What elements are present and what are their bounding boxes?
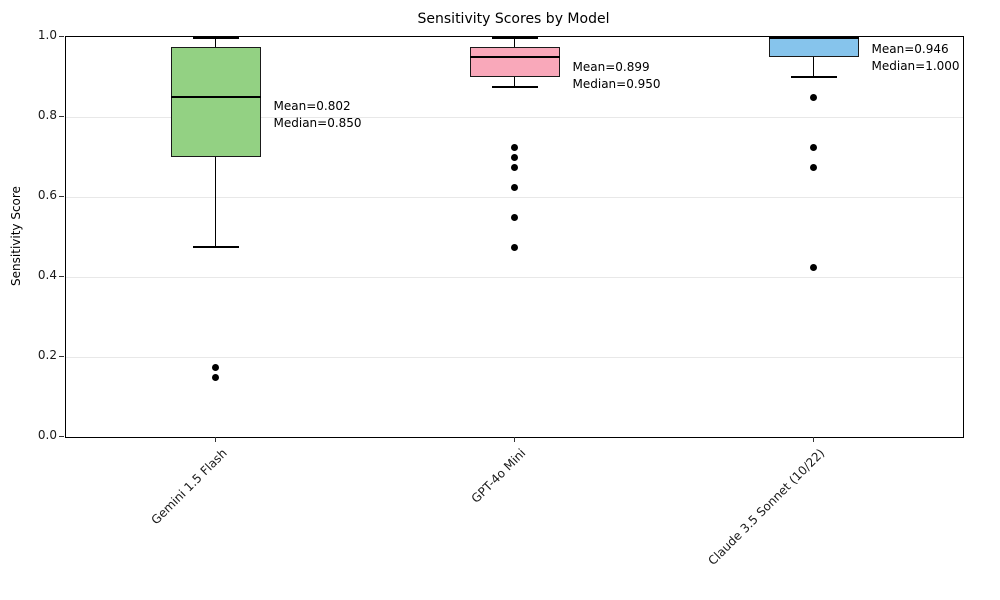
y-tick-label: 0.8 xyxy=(37,108,57,122)
y-axis-label: Sensitivity Score xyxy=(9,186,23,286)
outlier-point xyxy=(511,163,518,171)
outlier-point xyxy=(511,183,518,191)
plot-area xyxy=(65,36,964,438)
whisker-cap-lower xyxy=(192,246,239,248)
y-tick-mark xyxy=(59,355,64,357)
outlier-point xyxy=(810,163,817,171)
annotation-line: Mean=0.946 xyxy=(871,41,949,56)
whisker-upper xyxy=(513,37,516,47)
annotation-line: Mean=0.802 xyxy=(273,99,351,114)
whisker-lower xyxy=(513,77,516,87)
y-tick-mark xyxy=(59,35,64,37)
gridline xyxy=(66,276,963,278)
whisker-cap-lower xyxy=(491,86,538,88)
y-tick-mark xyxy=(59,115,64,117)
outlier-point xyxy=(511,143,518,151)
mean-median-annotation: Mean=0.899 Median=0.950 xyxy=(573,59,661,93)
chart-title: Sensitivity Scores by Model xyxy=(417,11,610,27)
y-tick-label: 0.0 xyxy=(37,428,57,442)
outlier-point xyxy=(212,363,219,371)
gridline xyxy=(66,196,963,198)
outlier-point xyxy=(511,153,518,161)
annotation-line: Median=0.850 xyxy=(273,116,362,131)
annotation-line: Mean=0.899 xyxy=(572,60,650,75)
outlier-point xyxy=(810,143,817,151)
x-tick-label: Claude 3.5 Sonnet (10/22) xyxy=(705,446,828,568)
annotation-line: Median=0.950 xyxy=(572,77,661,92)
box-claude-3-5-sonnet-10-22- xyxy=(768,37,859,57)
y-tick-mark xyxy=(59,435,64,437)
median-line xyxy=(170,96,261,98)
whisker-cap-upper xyxy=(192,37,239,39)
box-gemini-1-5-flash xyxy=(170,47,261,157)
y-tick-label: 0.4 xyxy=(37,268,57,282)
mean-median-annotation: Mean=0.802 Median=0.850 xyxy=(274,98,362,132)
outlier-point xyxy=(810,93,817,101)
outlier-point xyxy=(511,243,518,251)
median-line xyxy=(469,56,560,58)
y-tick-mark xyxy=(59,195,64,197)
mean-median-annotation: Mean=0.946 Median=1.000 xyxy=(872,41,960,75)
median-line xyxy=(768,37,859,39)
y-tick-label: 0.6 xyxy=(37,188,57,202)
box-gpt-4o-mini xyxy=(469,47,560,77)
gridline xyxy=(66,356,963,358)
whisker-lower xyxy=(812,57,815,77)
x-tick-label: Gemini 1.5 Flash xyxy=(148,446,230,528)
whisker-cap-lower xyxy=(790,76,837,78)
whisker-lower xyxy=(214,157,217,247)
x-tick-mark xyxy=(513,437,515,442)
whisker-upper xyxy=(214,37,217,47)
annotation-line: Median=1.000 xyxy=(871,58,960,73)
y-tick-label: 1.0 xyxy=(37,28,57,42)
x-tick-label: GPT-4o Mini xyxy=(468,446,529,506)
gridline xyxy=(66,116,963,118)
outlier-point xyxy=(810,263,817,271)
outlier-point xyxy=(511,213,518,221)
outlier-point xyxy=(212,373,219,381)
x-tick-mark xyxy=(812,437,814,442)
y-tick-mark xyxy=(59,275,64,277)
y-tick-label: 0.2 xyxy=(37,348,57,362)
x-tick-mark xyxy=(214,437,216,442)
whisker-cap-upper xyxy=(491,37,538,39)
